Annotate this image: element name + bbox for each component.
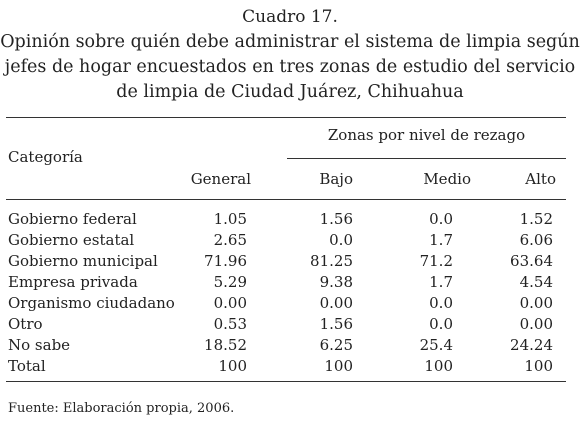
cell: 100 <box>424 357 453 375</box>
bottom-rule <box>6 381 566 382</box>
column-header: Bajo <box>319 170 353 188</box>
cell: 0.00 <box>519 294 553 312</box>
cell: 1.52 <box>519 210 553 228</box>
group-rule <box>287 158 566 159</box>
cell: 0.0 <box>329 231 353 249</box>
row-label: Gobierno estatal <box>8 231 135 249</box>
top-rule <box>6 117 566 118</box>
cell: 81.25 <box>310 252 353 270</box>
cell: 6.06 <box>519 231 553 249</box>
cell: 5.29 <box>213 273 247 291</box>
table-title: de limpia de Ciudad Juárez, Chihuahua <box>116 82 464 102</box>
cell: 71.2 <box>419 252 453 270</box>
cell: 1.05 <box>213 210 247 228</box>
category-header: Categoría <box>8 148 83 166</box>
cell: 24.24 <box>510 336 553 354</box>
column-header: Alto <box>525 170 556 188</box>
table-label: Cuadro 17. <box>242 7 338 27</box>
cell: 63.64 <box>510 252 553 270</box>
row-label: Organismo ciudadano <box>8 294 175 312</box>
cell: 1.56 <box>319 315 353 333</box>
cell: 0.00 <box>213 294 247 312</box>
cell: 9.38 <box>319 273 353 291</box>
cell: 100 <box>524 357 553 375</box>
cell: 25.4 <box>419 336 453 354</box>
row-label: Empresa privada <box>8 273 138 291</box>
cell: 2.65 <box>213 231 247 249</box>
cell: 0.0 <box>429 210 453 228</box>
cell: 71.96 <box>204 252 247 270</box>
cell: 0.00 <box>519 315 553 333</box>
cell: 0.53 <box>213 315 247 333</box>
cell: 6.25 <box>319 336 353 354</box>
group-header: Zonas por nivel de rezago <box>327 126 526 144</box>
table-title: Opinión sobre quién debe administrar el … <box>0 32 580 52</box>
cell: 100 <box>218 357 247 375</box>
row-label: No sabe <box>8 336 71 354</box>
cell: 100 <box>324 357 353 375</box>
row-label: Gobierno municipal <box>8 252 158 270</box>
cell: 1.7 <box>429 273 453 291</box>
cell: 0.0 <box>429 315 453 333</box>
cell: 0.0 <box>429 294 453 312</box>
row-label: Otro <box>8 315 43 333</box>
header-rule <box>6 199 566 200</box>
row-label: Total <box>8 357 46 375</box>
cell: 18.52 <box>204 336 247 354</box>
cell: 1.56 <box>319 210 353 228</box>
column-header: Medio <box>423 170 471 188</box>
table-title: jefes de hogar encuestados en tres zonas… <box>4 57 576 77</box>
row-label: Gobierno federal <box>8 210 137 228</box>
cell: 4.54 <box>519 273 553 291</box>
cell: 0.00 <box>319 294 353 312</box>
column-header: General <box>190 170 251 188</box>
cell: 1.7 <box>429 231 453 249</box>
source-note: Fuente: Elaboración propia, 2006. <box>8 401 235 416</box>
